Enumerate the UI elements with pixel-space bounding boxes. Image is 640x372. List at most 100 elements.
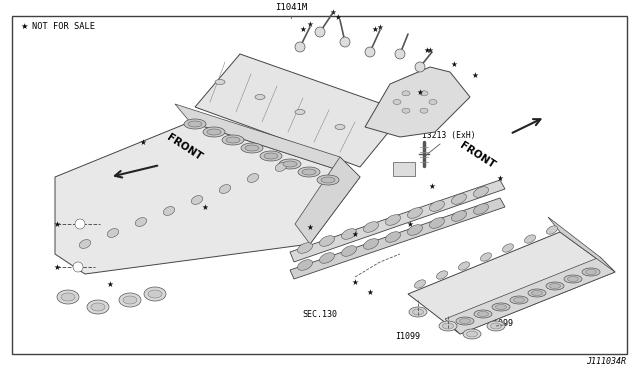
Ellipse shape bbox=[582, 268, 600, 276]
Text: ★: ★ bbox=[351, 278, 358, 286]
Ellipse shape bbox=[163, 206, 175, 215]
Text: ★: ★ bbox=[330, 7, 337, 16]
Ellipse shape bbox=[298, 243, 312, 253]
Text: ★: ★ bbox=[107, 279, 113, 289]
Ellipse shape bbox=[264, 153, 278, 159]
Ellipse shape bbox=[385, 215, 401, 225]
Text: I1099: I1099 bbox=[488, 319, 513, 328]
Ellipse shape bbox=[184, 119, 206, 129]
Text: ★: ★ bbox=[417, 87, 424, 96]
Ellipse shape bbox=[429, 218, 445, 228]
Ellipse shape bbox=[467, 331, 477, 337]
Polygon shape bbox=[445, 257, 615, 334]
Polygon shape bbox=[290, 180, 505, 262]
Text: ★: ★ bbox=[20, 22, 28, 31]
Ellipse shape bbox=[474, 204, 488, 214]
Ellipse shape bbox=[298, 167, 320, 177]
Ellipse shape bbox=[91, 303, 105, 311]
Ellipse shape bbox=[490, 323, 502, 329]
Ellipse shape bbox=[302, 169, 316, 175]
Ellipse shape bbox=[393, 99, 401, 105]
Bar bbox=[393, 162, 415, 176]
Ellipse shape bbox=[364, 239, 378, 249]
Polygon shape bbox=[548, 217, 615, 272]
Text: ★: ★ bbox=[429, 182, 435, 190]
Ellipse shape bbox=[429, 99, 437, 105]
Ellipse shape bbox=[451, 194, 467, 204]
Ellipse shape bbox=[442, 323, 454, 329]
Ellipse shape bbox=[451, 211, 467, 221]
Text: ★: ★ bbox=[202, 202, 209, 212]
Text: ★: ★ bbox=[451, 60, 458, 68]
Ellipse shape bbox=[474, 310, 492, 318]
Text: I1041M: I1041M bbox=[275, 3, 307, 12]
Ellipse shape bbox=[528, 289, 546, 297]
Ellipse shape bbox=[321, 177, 335, 183]
Ellipse shape bbox=[275, 163, 287, 171]
Ellipse shape bbox=[550, 283, 561, 289]
Circle shape bbox=[415, 62, 425, 72]
Text: J111034R: J111034R bbox=[586, 357, 626, 366]
Circle shape bbox=[365, 47, 375, 57]
Ellipse shape bbox=[335, 125, 345, 129]
Ellipse shape bbox=[481, 253, 492, 261]
Text: I1099: I1099 bbox=[396, 332, 420, 341]
Polygon shape bbox=[408, 232, 615, 334]
Ellipse shape bbox=[222, 135, 244, 145]
Ellipse shape bbox=[564, 275, 582, 283]
Ellipse shape bbox=[226, 137, 240, 143]
Ellipse shape bbox=[191, 196, 203, 205]
Ellipse shape bbox=[413, 309, 424, 315]
Ellipse shape bbox=[513, 298, 525, 302]
Text: ★: ★ bbox=[497, 173, 504, 183]
Ellipse shape bbox=[203, 127, 225, 137]
Text: ★: ★ bbox=[140, 138, 147, 147]
Text: ★: ★ bbox=[472, 71, 479, 80]
Ellipse shape bbox=[135, 218, 147, 227]
Ellipse shape bbox=[57, 290, 79, 304]
Circle shape bbox=[295, 42, 305, 52]
Ellipse shape bbox=[586, 269, 596, 275]
Circle shape bbox=[75, 219, 85, 229]
Ellipse shape bbox=[474, 187, 488, 197]
Ellipse shape bbox=[215, 80, 225, 84]
Ellipse shape bbox=[408, 225, 422, 235]
Ellipse shape bbox=[364, 222, 378, 232]
Ellipse shape bbox=[510, 296, 528, 304]
Ellipse shape bbox=[342, 229, 356, 239]
Text: FRONT: FRONT bbox=[165, 132, 204, 162]
Ellipse shape bbox=[547, 226, 557, 234]
Ellipse shape bbox=[492, 303, 510, 311]
Ellipse shape bbox=[247, 174, 259, 182]
Text: ★: ★ bbox=[427, 45, 433, 55]
Text: ★: ★ bbox=[367, 288, 373, 296]
Polygon shape bbox=[365, 67, 470, 137]
Polygon shape bbox=[175, 104, 360, 177]
Text: FRONT: FRONT bbox=[458, 140, 497, 170]
Ellipse shape bbox=[255, 94, 265, 99]
Text: ★: ★ bbox=[372, 25, 378, 33]
Text: ★: ★ bbox=[54, 263, 60, 272]
Ellipse shape bbox=[279, 159, 301, 169]
Text: ★: ★ bbox=[424, 45, 431, 55]
Ellipse shape bbox=[568, 276, 579, 282]
Ellipse shape bbox=[409, 307, 427, 317]
Ellipse shape bbox=[119, 293, 141, 307]
Ellipse shape bbox=[295, 109, 305, 115]
Ellipse shape bbox=[207, 129, 221, 135]
Text: ★: ★ bbox=[54, 219, 60, 228]
Ellipse shape bbox=[420, 108, 428, 113]
Text: NOT FOR SALE: NOT FOR SALE bbox=[32, 22, 95, 31]
Ellipse shape bbox=[342, 246, 356, 256]
Ellipse shape bbox=[188, 121, 202, 127]
Text: ★: ★ bbox=[335, 13, 341, 22]
Ellipse shape bbox=[502, 244, 513, 252]
Text: SEC.130: SEC.130 bbox=[303, 310, 337, 319]
Text: ★: ★ bbox=[406, 219, 413, 228]
Ellipse shape bbox=[463, 329, 481, 339]
Ellipse shape bbox=[61, 293, 75, 301]
Circle shape bbox=[73, 262, 83, 272]
Ellipse shape bbox=[298, 260, 312, 270]
Text: ★: ★ bbox=[307, 19, 314, 29]
Ellipse shape bbox=[408, 208, 422, 218]
